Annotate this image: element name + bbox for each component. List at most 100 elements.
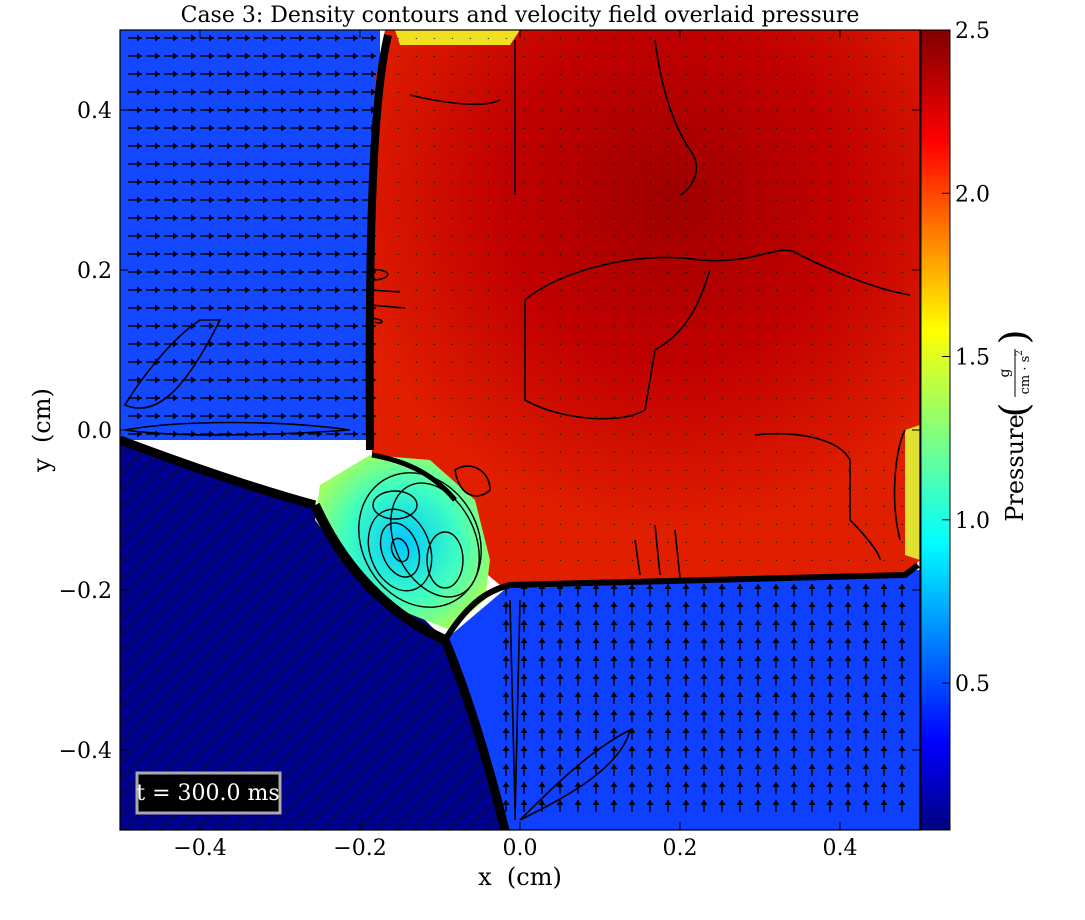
velocity-arrow — [739, 397, 742, 400]
velocity-arrow — [865, 163, 868, 166]
velocity-arrow — [487, 379, 490, 382]
velocity-arrow — [415, 253, 418, 256]
velocity-arrowhead — [173, 160, 178, 168]
velocity-arrowhead — [245, 52, 250, 60]
velocity-arrowhead — [173, 142, 178, 150]
velocity-arrowhead — [898, 692, 906, 697]
velocity-arrowhead — [371, 286, 376, 294]
velocity-arrowhead — [191, 250, 196, 258]
velocity-arrowhead — [862, 782, 870, 787]
velocity-arrowhead — [299, 160, 304, 168]
velocity-arrow — [685, 343, 688, 346]
velocity-arrow — [901, 559, 904, 562]
velocity-arrowhead — [191, 232, 196, 240]
velocity-arrow — [901, 487, 904, 490]
velocity-arrow — [685, 469, 688, 472]
velocity-arrowhead — [281, 124, 286, 132]
velocity-arrowhead — [371, 304, 376, 312]
velocity-arrowhead — [209, 430, 214, 438]
velocity-arrow — [775, 163, 778, 166]
velocity-arrow — [631, 361, 634, 364]
velocity-arrowhead — [173, 322, 178, 330]
velocity-arrowhead — [299, 412, 304, 420]
velocity-arrowhead — [353, 196, 358, 204]
velocity-arrowhead — [137, 88, 142, 96]
velocity-arrow — [793, 55, 796, 58]
colorbar-gradient — [920, 29, 951, 831]
velocity-arrowhead — [772, 638, 780, 643]
velocity-arrow — [685, 181, 688, 184]
velocity-arrow — [829, 451, 832, 454]
velocity-arrowhead — [299, 196, 304, 204]
velocity-arrowhead — [502, 584, 510, 589]
velocity-arrowhead — [245, 286, 250, 294]
velocity-arrowhead — [353, 286, 358, 294]
velocity-arrow — [595, 397, 598, 400]
velocity-arrowhead — [137, 394, 142, 402]
velocity-arrow — [613, 163, 616, 166]
velocity-arrowhead — [371, 160, 376, 168]
velocity-arrow — [847, 523, 850, 526]
velocity-arrowhead — [538, 800, 546, 805]
velocity-arrow — [883, 541, 886, 544]
velocity-arrow — [433, 253, 436, 256]
velocity-arrow — [901, 343, 904, 346]
velocity-arrowhead — [263, 88, 268, 96]
velocity-arrowhead — [664, 764, 672, 769]
velocity-arrow — [793, 343, 796, 346]
velocity-arrowhead — [191, 70, 196, 78]
velocity-arrow — [685, 325, 688, 328]
velocity-arrow — [487, 217, 490, 220]
velocity-arrow — [523, 469, 526, 472]
velocity-arrowhead — [227, 34, 232, 42]
velocity-arrowhead — [227, 196, 232, 204]
velocity-arrow — [469, 109, 472, 112]
velocity-arrow — [793, 451, 796, 454]
velocity-arrow — [667, 109, 670, 112]
velocity-arrowhead — [245, 88, 250, 96]
velocity-arrow — [541, 379, 544, 382]
colorbar-tick-label: 2.5 — [955, 19, 990, 44]
velocity-arrow — [613, 217, 616, 220]
velocity-arrowhead — [718, 800, 726, 805]
velocity-arrowhead — [610, 728, 618, 733]
velocity-arrowhead — [754, 638, 762, 643]
velocity-arrow — [811, 307, 814, 310]
velocity-arrow — [523, 127, 526, 130]
velocity-arrowhead — [664, 692, 672, 697]
velocity-arrowhead — [173, 376, 178, 384]
velocity-arrow — [829, 91, 832, 94]
velocity-arrow — [739, 235, 742, 238]
velocity-arrow — [757, 37, 760, 40]
velocity-arrow — [739, 559, 742, 562]
velocity-arrow — [829, 361, 832, 364]
velocity-arrow — [721, 361, 724, 364]
velocity-arrow — [865, 433, 868, 436]
velocity-arrow — [415, 325, 418, 328]
velocity-arrowhead — [299, 358, 304, 366]
velocity-arrow — [901, 379, 904, 382]
velocity-arrow — [847, 73, 850, 76]
velocity-arrowhead — [299, 52, 304, 60]
velocity-arrow — [577, 109, 580, 112]
velocity-arrowhead — [173, 430, 178, 438]
velocity-arrowhead — [191, 430, 196, 438]
velocity-arrowhead — [682, 782, 690, 787]
velocity-arrowhead — [502, 656, 510, 661]
velocity-arrowhead — [538, 584, 546, 589]
velocity-arrow — [847, 235, 850, 238]
velocity-arrow — [631, 271, 634, 274]
velocity-arrow — [811, 127, 814, 130]
x-axis: −0.4 −0.2 0.0 0.2 0.4 — [173, 30, 858, 861]
velocity-arrowhead — [592, 656, 600, 661]
velocity-arrow — [613, 469, 616, 472]
velocity-arrowhead — [646, 710, 654, 715]
velocity-arrow — [793, 109, 796, 112]
velocity-arrowhead — [718, 674, 726, 679]
velocity-arrow — [451, 181, 454, 184]
velocity-arrow — [793, 361, 796, 364]
velocity-arrow — [811, 235, 814, 238]
velocity-arrowhead — [281, 304, 286, 312]
velocity-arrowhead — [718, 692, 726, 697]
velocity-arrow — [613, 487, 616, 490]
